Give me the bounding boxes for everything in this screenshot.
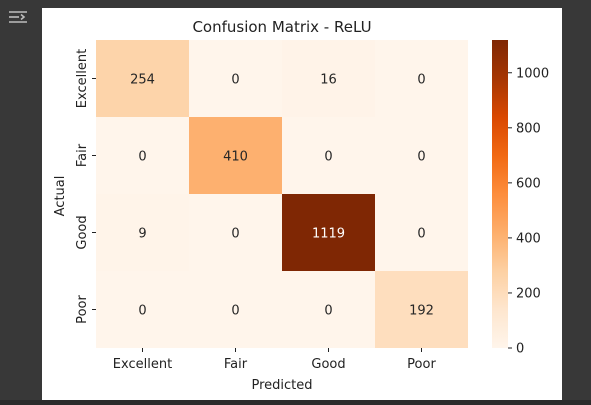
colorbar-tick-label: 200 [516,286,541,301]
cell-value-label: 410 [223,150,248,165]
y-tick-label: Poor [75,295,90,324]
bottom-scrollbar-track [0,400,591,405]
cell-value-label: 192 [409,304,434,319]
cell-value-label: 9 [138,227,146,242]
heatmap-cell [189,40,282,117]
cell-value-label: 0 [138,304,146,319]
confusion-matrix-chart: Confusion Matrix - ReLU 254 0 16 0 0 410 0 0 9 0 1… [53,18,549,393]
heatmap-cell [375,271,468,348]
x-axis-ticks: Excellent Fair Good Poor [113,348,436,372]
heatmap-cell [282,40,375,117]
cell-value-label: 0 [417,73,425,88]
heatmap-cell [375,194,468,271]
plot-output: Confusion Matrix - ReLU 254 0 16 0 0 410 0 0 9 0 1… [42,8,562,400]
y-axis-ticks: Excellent Fair Good Poor [75,49,96,324]
chart-title: Confusion Matrix - ReLU [192,18,371,36]
heatmap-cell [282,271,375,348]
cell-value-label: 254 [130,73,155,88]
colorbar-tick-label: 400 [516,231,541,246]
y-tick-label: Excellent [75,49,90,108]
cell-value-label: 0 [231,227,239,242]
heatmap-cell [375,40,468,117]
cell-value-label: 0 [324,304,332,319]
cell-value-label: 16 [320,73,337,88]
heatmap-cell [96,271,189,348]
heatmap-cell [282,117,375,194]
cell-value-label: 0 [138,150,146,165]
x-tick-label: Good [311,357,345,372]
colorbar-tick-label: 800 [516,121,541,136]
y-tick-label: Fair [75,143,90,167]
output-toggle-icon[interactable] [6,6,30,30]
heatmap-cell [96,40,189,117]
heatmap-cell [375,117,468,194]
x-axis-label: Predicted [251,378,312,393]
cell-value-label: 1119 [312,227,345,242]
x-tick-label: Poor [407,357,436,372]
y-axis-label: Actual [53,176,68,217]
heatmap-cell [96,194,189,271]
colorbar-tick-label: 600 [516,176,541,191]
cell-value-label: 0 [231,73,239,88]
heatmap-cell-labels: 254 0 16 0 0 410 0 0 9 0 1119 0 0 0 0 192 [130,73,434,319]
colorbar-ticks: 0 200 400 600 800 1000 [508,66,549,357]
heatmap-cell [189,117,282,194]
heatmap-cell [189,194,282,271]
heatmap-cell [282,194,375,271]
x-tick-label: Excellent [113,357,172,372]
y-tick-label: Good [75,215,90,249]
colorbar-tick-label: 0 [516,342,524,357]
heatmap-cells [96,40,468,348]
heatmap-cell [96,117,189,194]
x-tick-label: Fair [224,357,248,372]
cell-value-label: 0 [324,150,332,165]
cell-value-label: 0 [231,304,239,319]
colorbar [492,40,508,348]
cell-value-label: 0 [417,150,425,165]
colorbar-tick-label: 1000 [516,66,549,81]
heatmap-cell [189,271,282,348]
cell-value-label: 0 [417,227,425,242]
